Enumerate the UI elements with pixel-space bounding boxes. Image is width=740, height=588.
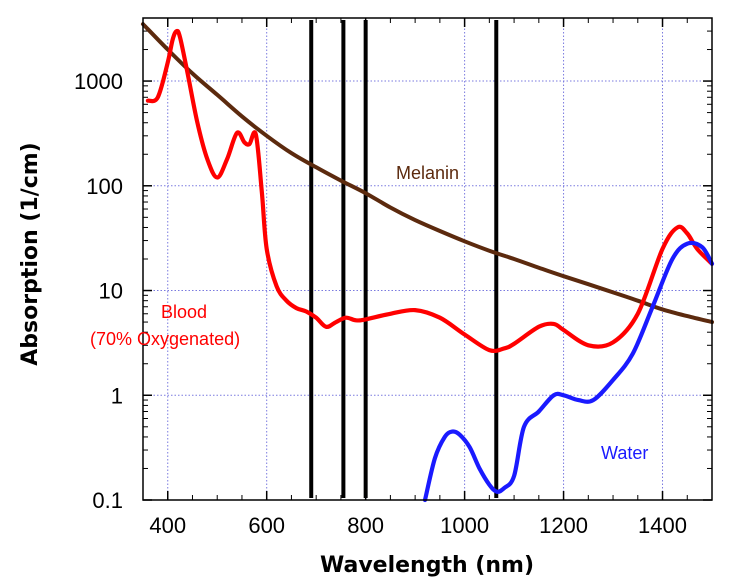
blood-label-line1: Blood <box>161 302 207 322</box>
water-curve <box>422 240 715 503</box>
x-tick-label: 1000 <box>440 513 489 538</box>
y-tick-label: 1 <box>111 383 123 408</box>
x-tick-label: 400 <box>149 513 186 538</box>
y-tick-label: 10 <box>99 279 123 304</box>
y-tick-label: 0.1 <box>92 488 123 513</box>
y-axis-title: Absorption (1/cm) <box>18 142 43 366</box>
melanin-curve <box>141 22 714 325</box>
plot-frame <box>142 17 713 501</box>
blood-label-line2: (70% Oxygenated) <box>90 329 240 349</box>
grid <box>143 18 712 500</box>
y-tick-labels: 0.1 1 10 100 1000 <box>74 69 123 513</box>
blood-curve <box>145 28 715 354</box>
x-tick-label: 1200 <box>539 513 588 538</box>
x-tick-label: 1400 <box>638 513 687 538</box>
x-tick-labels: 400 600 800 1000 1200 1400 <box>149 513 687 538</box>
y-tick-label: 100 <box>86 174 123 199</box>
minor-ticks <box>142 18 713 500</box>
x-tick-label: 800 <box>347 513 384 538</box>
melanin-label: Melanin <box>396 163 459 183</box>
wavelength-markers <box>309 20 499 498</box>
water-label: Water <box>601 443 648 463</box>
x-axis-title: Wavelength (nm) <box>320 553 534 578</box>
x-tick-label: 600 <box>248 513 285 538</box>
series-group <box>141 22 715 503</box>
y-tick-label: 1000 <box>74 69 123 94</box>
